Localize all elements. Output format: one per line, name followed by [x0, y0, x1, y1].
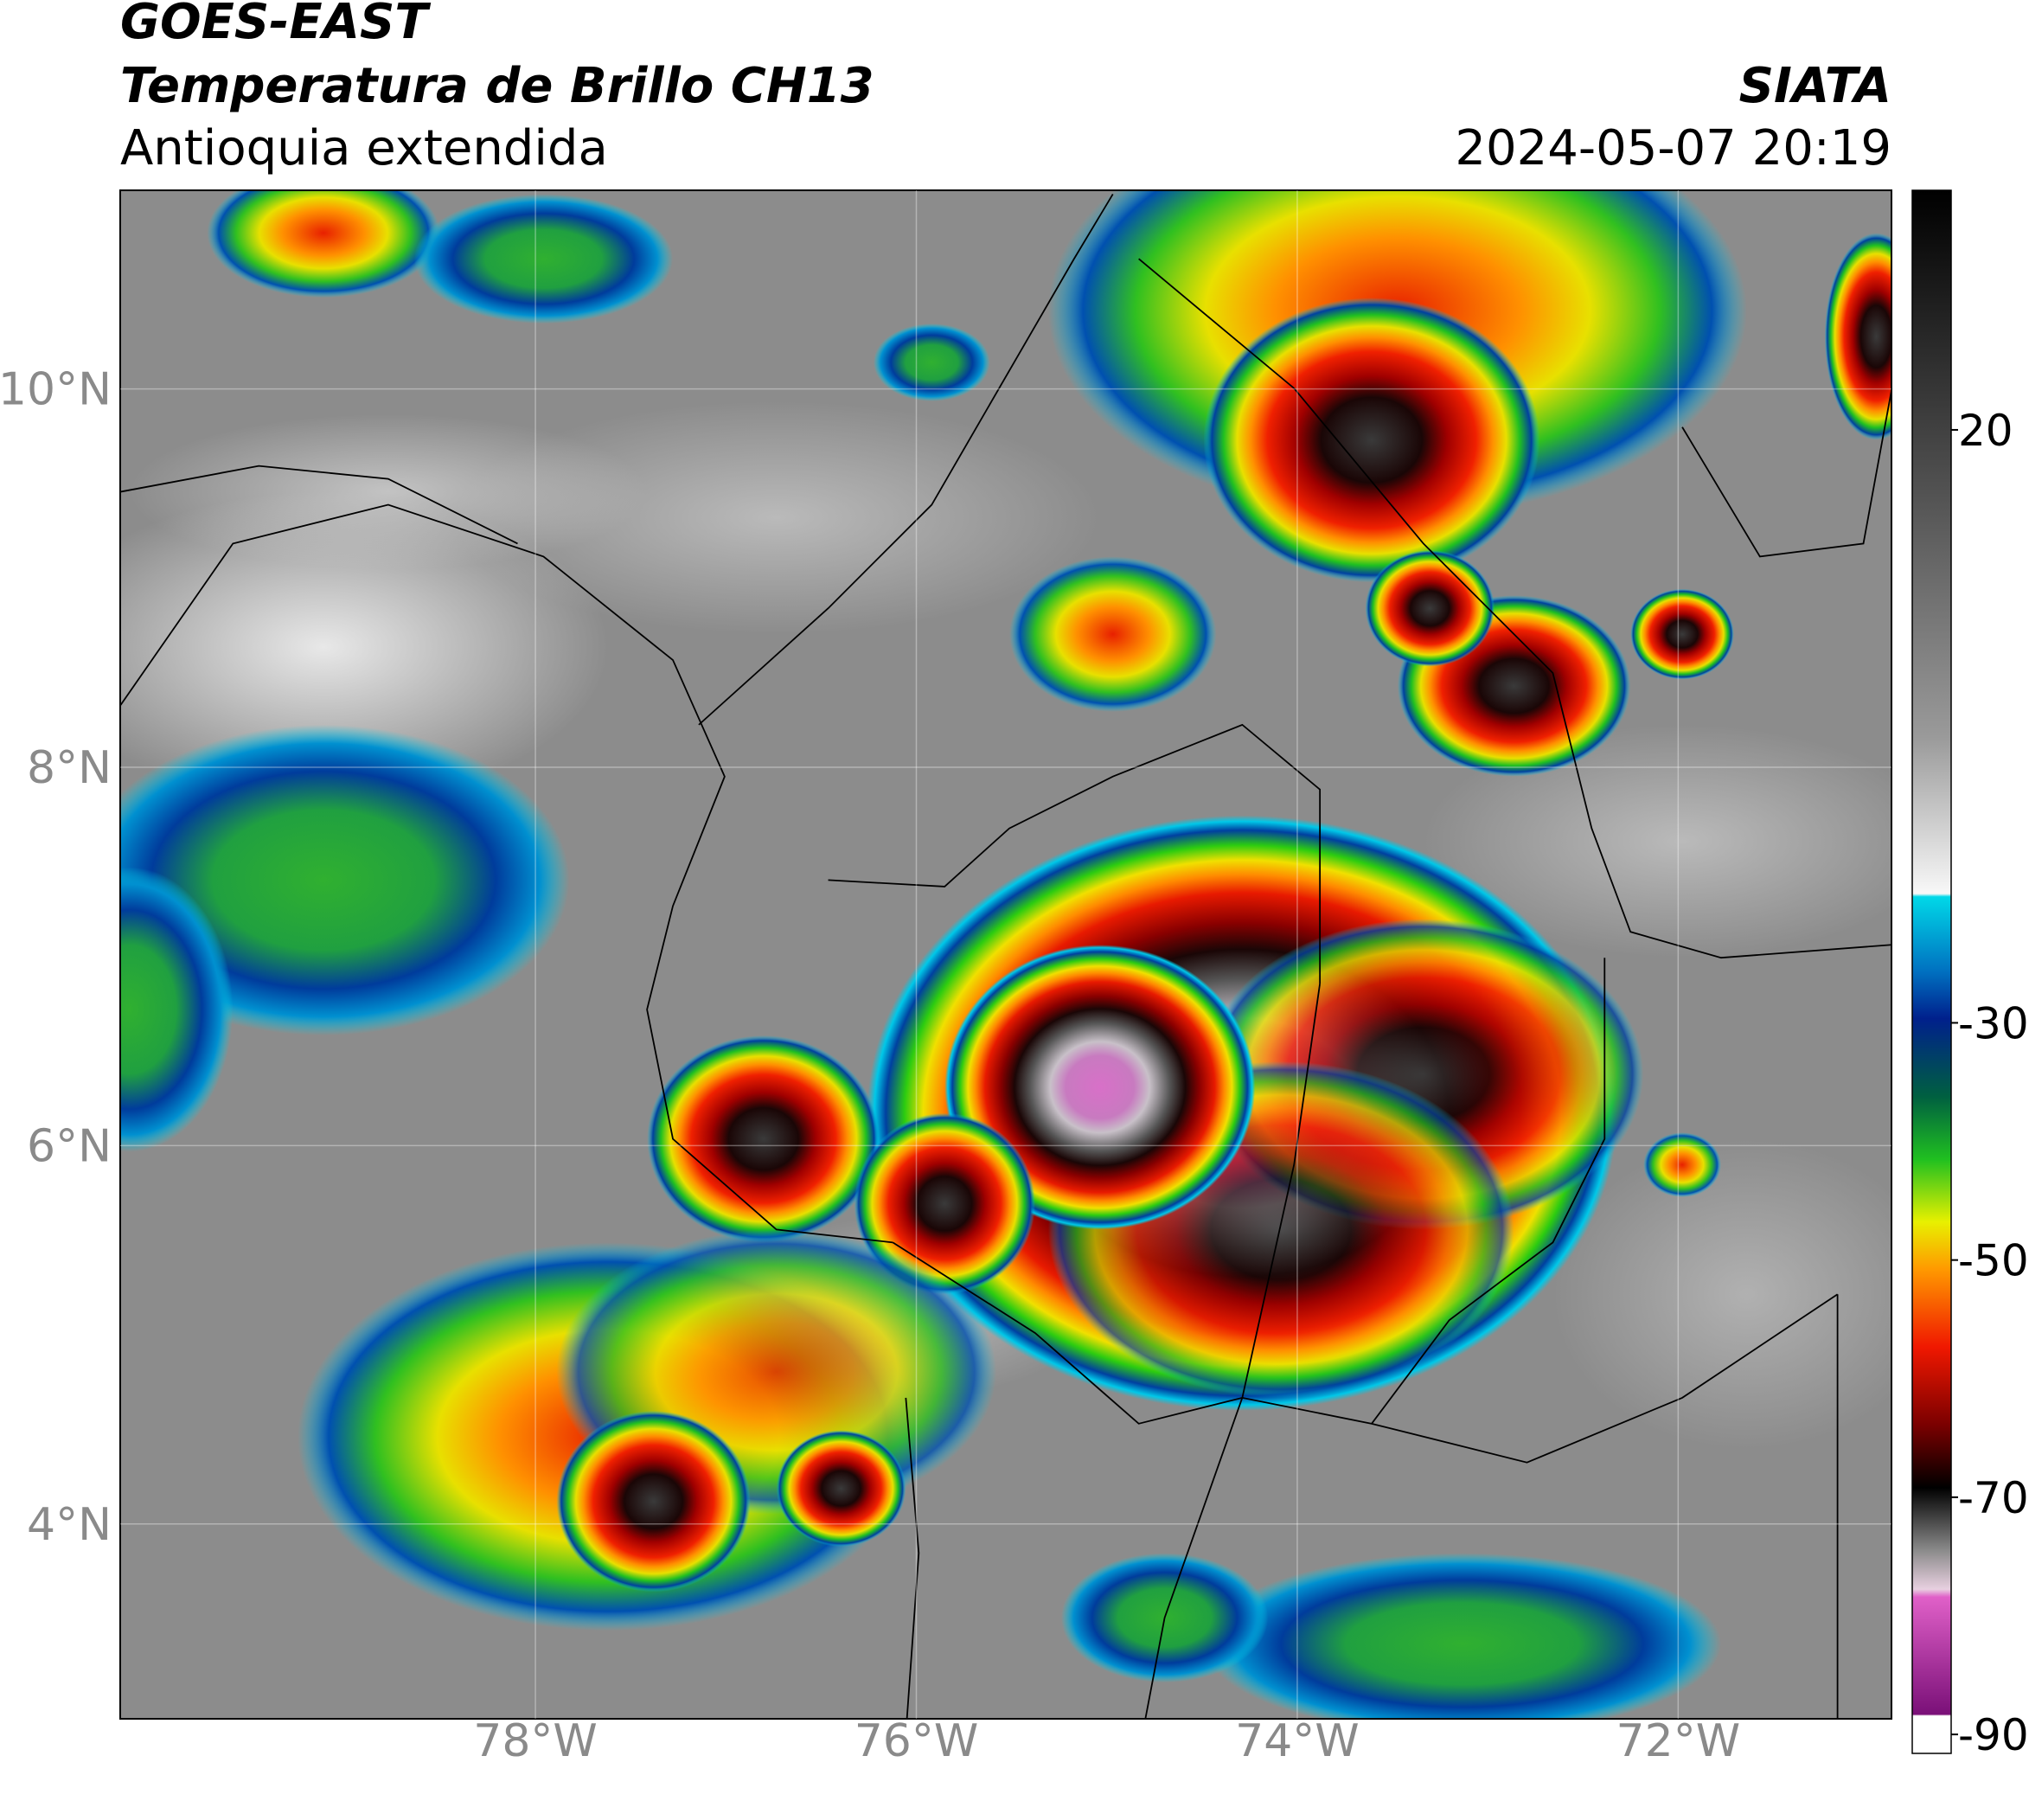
colorbar-tick-label: -50 [1958, 1236, 2029, 1286]
y-tick-label: 6°N [27, 1120, 112, 1172]
y-tick-label: 8°N [27, 742, 112, 794]
y-tick-label: 4°N [27, 1499, 112, 1551]
x-tick-label: 76°W [854, 1715, 979, 1767]
subtitle: Temperatura de Brillo CH13 [120, 58, 874, 114]
region: Antioquia extendida [120, 120, 608, 176]
colorbar-tick-label: -30 [1958, 998, 2029, 1048]
y-tick-label: 10°N [0, 364, 112, 416]
map-frame [119, 189, 1892, 1720]
colorbar-tick-label: -90 [1958, 1710, 2029, 1760]
colorbar-tick-label: -70 [1958, 1473, 2029, 1523]
colorbar-tick-label: 20 [1958, 406, 2013, 456]
x-tick-label: 72°W [1616, 1715, 1741, 1767]
satellite-image [120, 190, 1891, 1719]
datetime: 2024-05-07 20:19 [1455, 120, 1891, 176]
title: GOES-EAST [120, 0, 431, 50]
x-tick-label: 78°W [473, 1715, 598, 1767]
source: SIATA [1739, 58, 1891, 114]
colorbar [1911, 189, 1952, 1754]
x-tick-label: 74°W [1235, 1715, 1360, 1767]
